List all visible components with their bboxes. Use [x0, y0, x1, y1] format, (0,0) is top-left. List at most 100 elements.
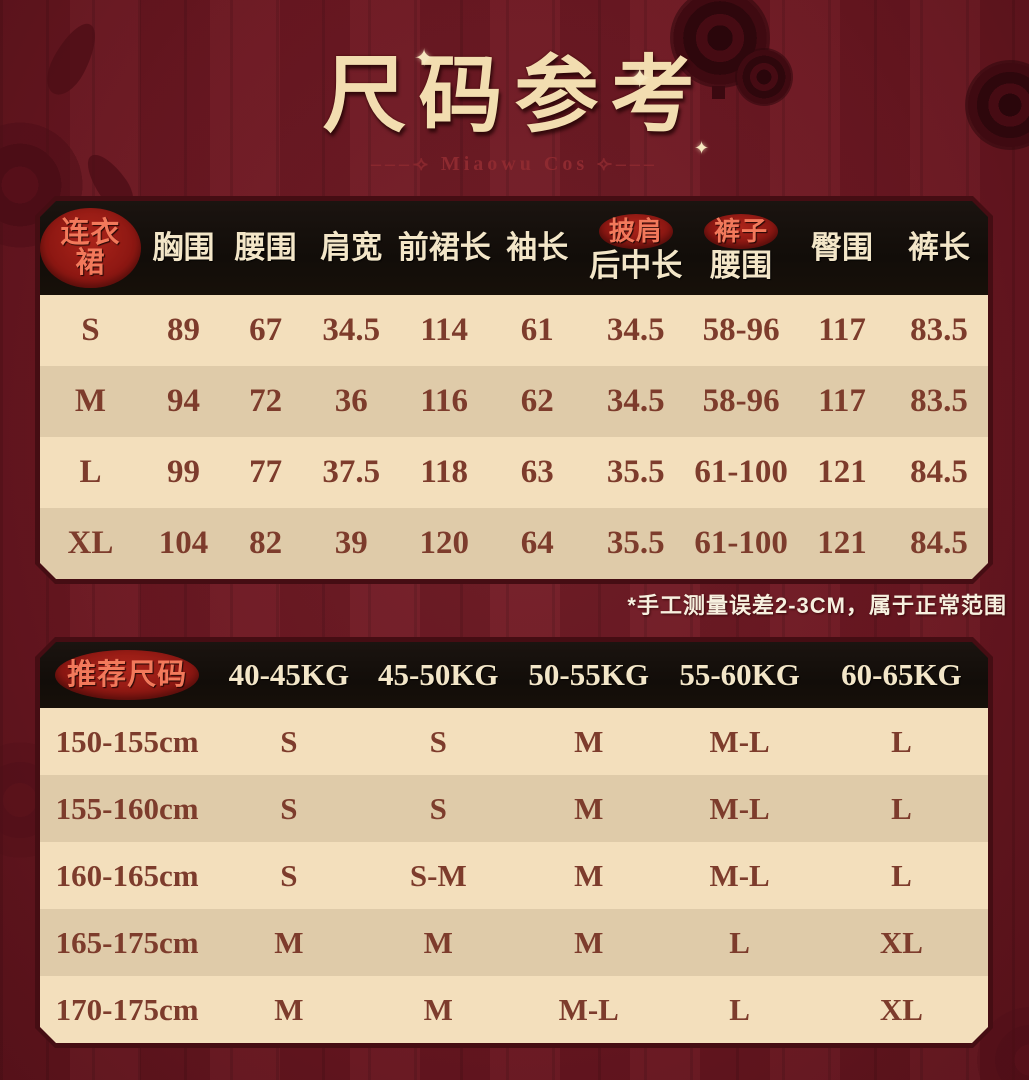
table-cell: 77	[249, 454, 283, 490]
table-row-size-l: L 99 77 37.5 118 63 35.5 61-100 121 84.5	[40, 437, 988, 508]
table-cell: 170-175cm	[55, 991, 199, 1027]
table-row-165-175: 165-175cm M M M L XL	[40, 909, 988, 976]
table-cell: XL	[879, 924, 923, 960]
table-cell: 89	[166, 312, 200, 348]
table-row-size-xl: XL 104 82 39 120 64 35.5 61-100 121 84.5	[40, 508, 988, 579]
sparkle-icon: ✦	[694, 138, 710, 158]
table-cell: M	[274, 991, 304, 1027]
measurement-table-inner: 连衣裙 胸围 腰围 肩宽 前裙长 袖长 披肩 后中长 裤子 腰围 臀围 裤长	[40, 201, 988, 579]
table-cell: 117	[818, 383, 866, 419]
header-sleeve-length: 袖长	[506, 229, 569, 265]
table-cell: M	[74, 383, 107, 419]
table-cell: 84.5	[910, 525, 968, 561]
table-cell: 104	[158, 525, 209, 561]
table-cell: L	[79, 454, 102, 490]
table-cell: 61-100	[694, 525, 788, 561]
table-row-160-165: 160-165cm S S-M M M-L L	[40, 842, 988, 909]
table-cell: 35.5	[606, 525, 665, 561]
table-cell: 64	[520, 525, 554, 561]
rose-icon	[965, 60, 1029, 150]
shawl-badge: 披肩	[599, 214, 673, 249]
page-subtitle: Miaowu Cos	[0, 153, 1029, 176]
recommend-table-inner: 推荐尺码 40-45KG 45-50KG 50-55KG 55-60KG 60-…	[40, 642, 988, 1043]
table-cell: M	[574, 857, 604, 893]
table-cell: 117	[818, 312, 866, 348]
table-cell: 99	[166, 454, 200, 490]
table-cell: 83.5	[910, 383, 968, 419]
header-45-50kg: 45-50KG	[378, 657, 499, 692]
table-cell: M	[423, 924, 453, 960]
sparkle-icon: ✦	[628, 63, 652, 94]
header-40-45kg: 40-45KG	[228, 657, 350, 692]
header-50-55kg: 50-55KG	[528, 657, 649, 692]
table-row-170-175: 170-175cm M M M-L L XL	[40, 976, 988, 1043]
header-waist: 腰围	[234, 229, 297, 265]
table-cell: 67	[249, 312, 283, 348]
table-cell: 120	[419, 525, 469, 561]
header-shawl-back-length: 披肩 后中长	[583, 214, 688, 283]
sparkle-icon: ✦	[414, 45, 435, 72]
table-cell: 83.5	[910, 312, 968, 348]
header-60-65kg: 60-65KG	[841, 657, 962, 692]
table-cell: S	[280, 857, 298, 893]
recommend-size-badge: 推荐尺码	[55, 650, 199, 700]
table-cell: 39	[334, 525, 368, 561]
table-cell: 84.5	[910, 454, 968, 490]
table-cell: 58-96	[702, 383, 780, 419]
table-cell: XL	[879, 991, 923, 1027]
table-cell: 121	[817, 525, 867, 561]
recommend-table: 推荐尺码 40-45KG 45-50KG 50-55KG 55-60KG 60-…	[35, 637, 993, 1048]
header-hip: 臀围	[811, 229, 874, 265]
dress-badge: 连衣裙	[40, 208, 141, 289]
table-cell: S	[81, 312, 100, 348]
table-cell: M	[423, 991, 453, 1027]
table-cell: XL	[67, 525, 114, 561]
table-cell: S	[429, 723, 447, 759]
table-cell: L	[729, 924, 750, 960]
table-cell: 118	[420, 454, 469, 490]
table-cell: 34.5	[606, 383, 665, 419]
table-cell: 160-165cm	[55, 857, 199, 893]
header-pants-waist: 裤子 腰围	[688, 214, 794, 283]
table-cell: 63	[520, 454, 554, 490]
table-cell: 61-100	[694, 454, 788, 490]
table-cell: M-L	[558, 991, 619, 1027]
table-row-150-155: 150-155cm S S M M-L L	[40, 708, 988, 775]
measurement-table-header: 连衣裙 胸围 腰围 肩宽 前裙长 袖长 披肩 后中长 裤子 腰围 臀围 裤长	[40, 201, 988, 295]
table-cell: M-L	[709, 857, 770, 893]
table-cell: M-L	[709, 723, 770, 759]
pants-badge: 裤子	[704, 214, 778, 249]
table-cell: M	[574, 924, 604, 960]
table-cell: 34.5	[606, 312, 665, 348]
shawl-sub-label: 后中长	[589, 247, 683, 283]
table-cell: 72	[249, 383, 283, 419]
table-cell: 58-96	[702, 312, 780, 348]
table-cell: S	[280, 790, 298, 826]
measurement-note: *手工测量误差2-3CM，属于正常范围	[627, 593, 1007, 618]
table-cell: 37.5	[322, 454, 381, 490]
title-block: 尺码参考 Miaowu Cos	[0, 28, 1029, 176]
table-cell: 116	[420, 383, 469, 419]
table-cell: 62	[520, 383, 554, 419]
table-cell: 165-175cm	[55, 924, 199, 960]
table-cell: 35.5	[606, 454, 665, 490]
table-cell: 36	[334, 383, 368, 419]
table-cell: L	[891, 790, 912, 826]
header-shoulder: 肩宽	[320, 229, 383, 265]
table-cell: M	[574, 723, 604, 759]
table-cell: L	[891, 857, 912, 893]
pants-sub-label: 腰围	[710, 247, 773, 283]
table-cell: S-M	[409, 857, 467, 893]
table-cell: 34.5	[322, 312, 381, 348]
table-cell: 94	[166, 383, 200, 419]
table-cell: M-L	[709, 790, 770, 826]
table-cell: 121	[817, 454, 867, 490]
table-row-size-s: S 89 67 34.5 114 61 34.5 58-96 117 83.5	[40, 295, 988, 366]
table-cell: M	[574, 790, 604, 826]
recommend-table-header: 推荐尺码 40-45KG 45-50KG 50-55KG 55-60KG 60-…	[40, 642, 988, 708]
table-cell: S	[429, 790, 447, 826]
rose-icon	[735, 48, 793, 106]
table-cell: 114	[420, 312, 469, 348]
table-cell: 155-160cm	[55, 790, 199, 826]
